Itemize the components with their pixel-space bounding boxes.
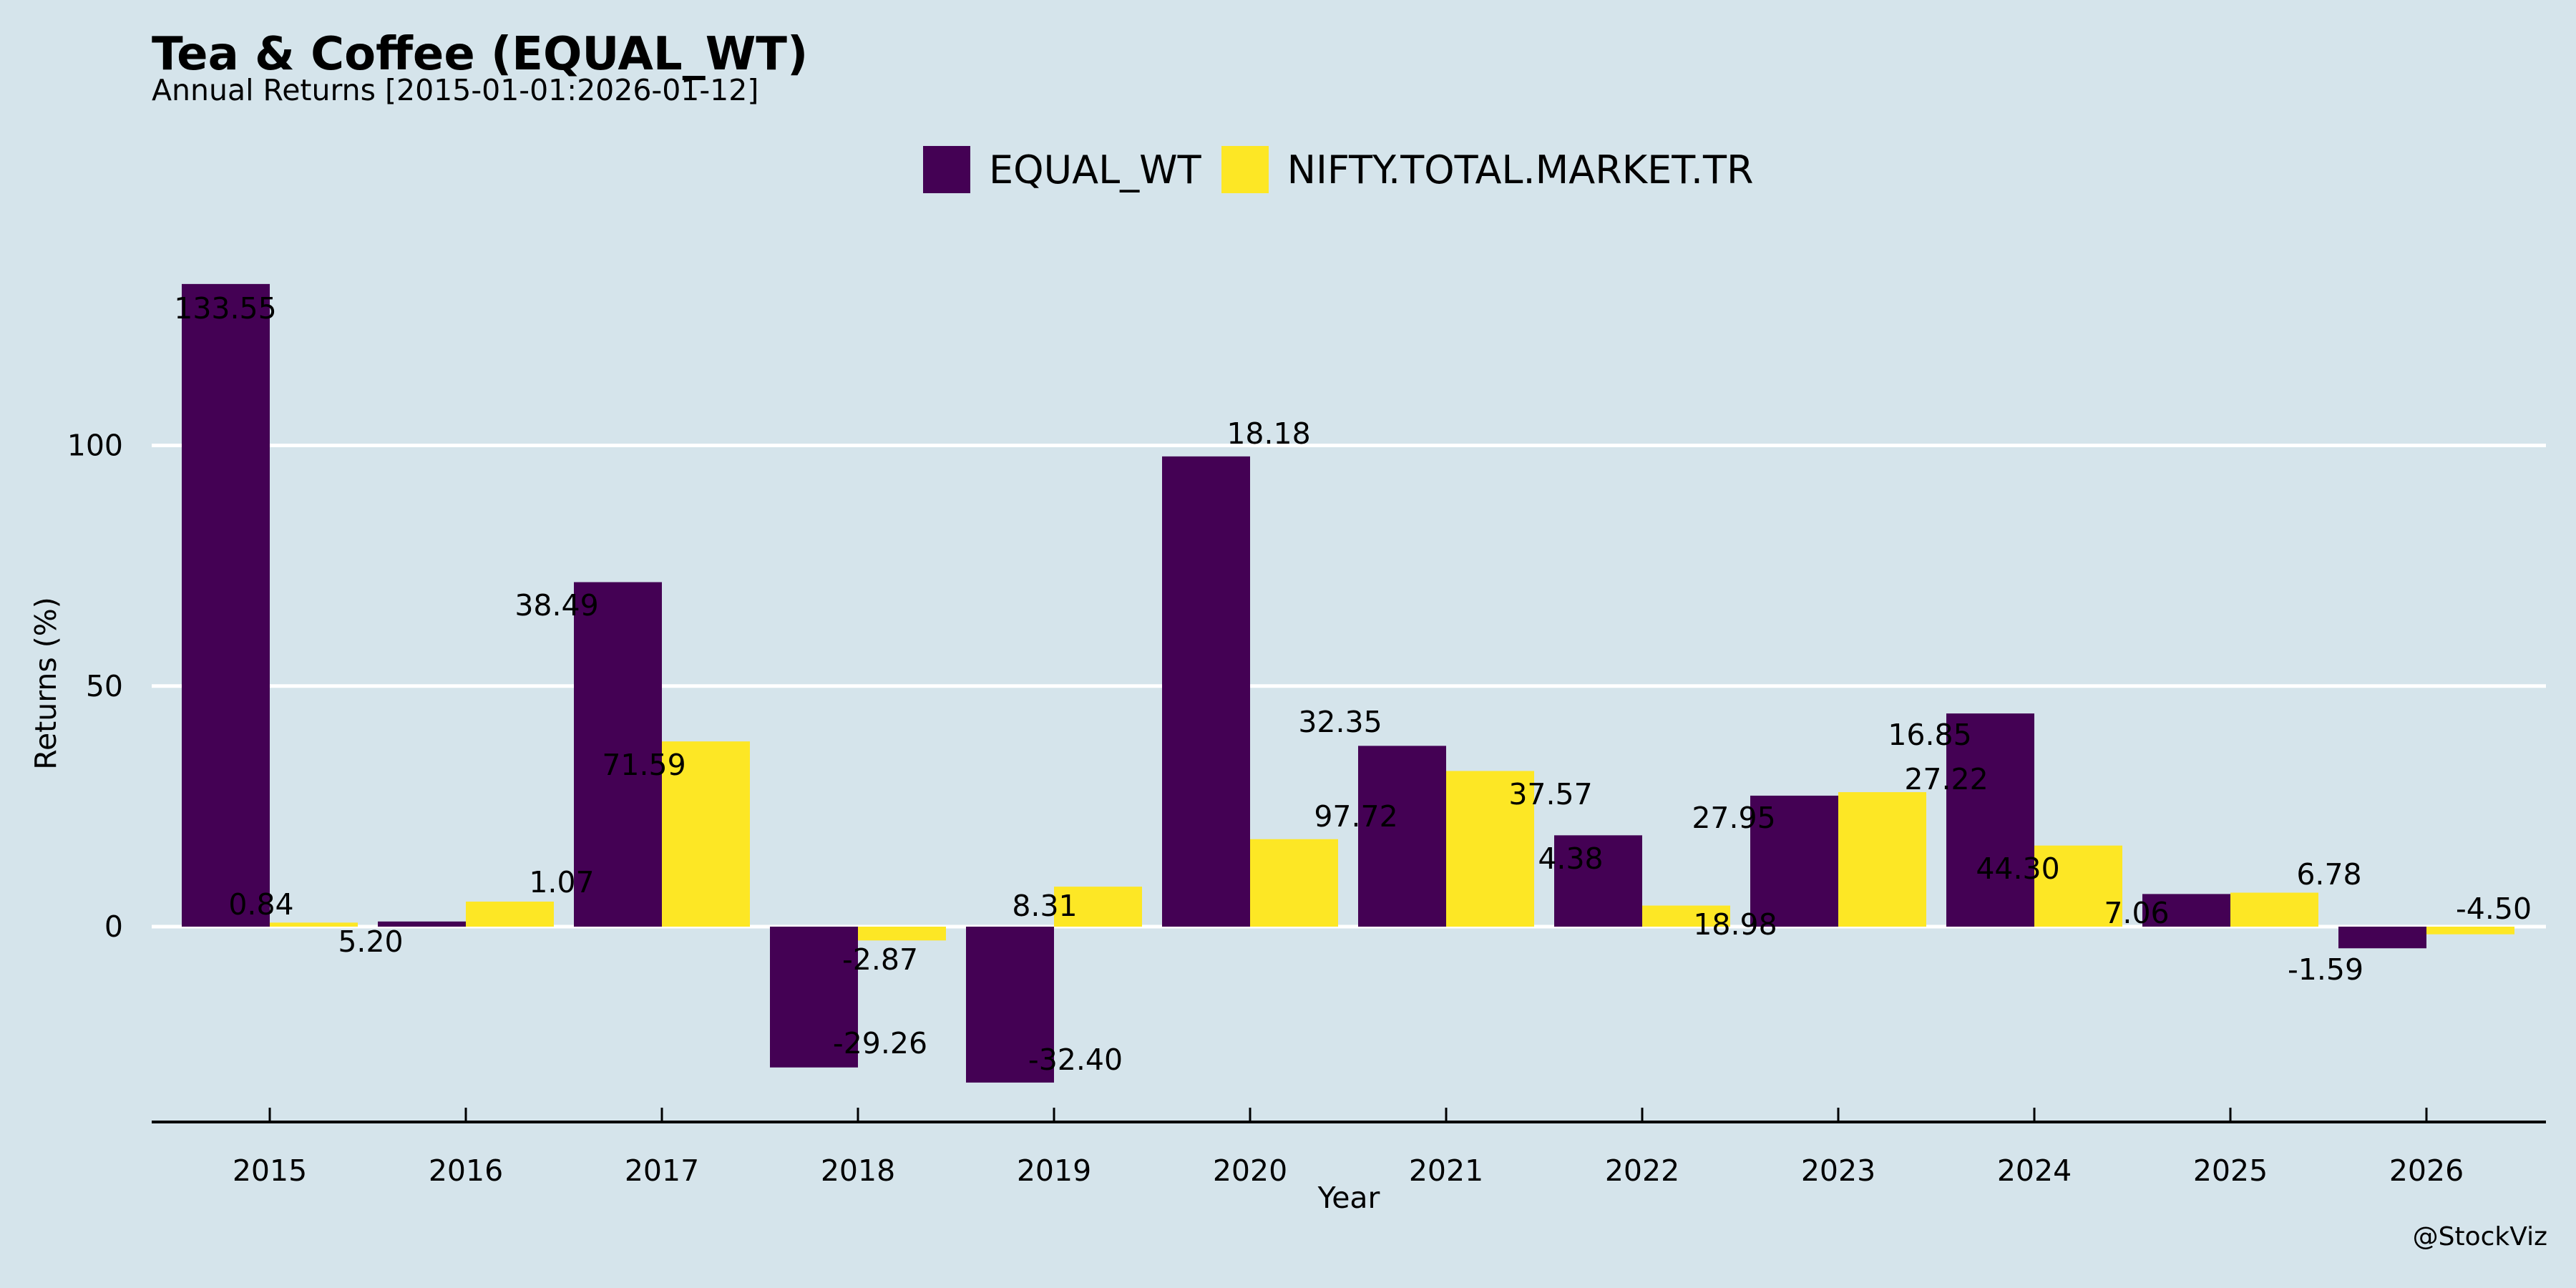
- legend: EQUAL_WT NIFTY.TOTAL.MARKET.TR: [923, 146, 1774, 193]
- legend-label-nifty: NIFTY.TOTAL.MARKET.TR: [1287, 147, 1754, 192]
- data-label-nifty-2015: 0.84: [228, 887, 293, 922]
- x-axis: 2015 2016 2017 2018 2019 2020 2021 2022 2023 2024…: [152, 1108, 2546, 1188]
- bar-equal-wt-2025: [2142, 894, 2230, 927]
- legend-swatch-nifty: [1221, 146, 1269, 193]
- bar-equal-wt-2021: [1358, 746, 1446, 927]
- bar-equal-wt-2022: [1554, 835, 1642, 927]
- y-axis-title: Returns (%): [29, 597, 63, 769]
- x-axis-title: Year: [1317, 1181, 1380, 1215]
- legend-item-equal-wt: EQUAL_WT: [923, 146, 1201, 193]
- bar-equal-wt-2017: [574, 582, 662, 927]
- legend-label-equal-wt: EQUAL_WT: [989, 147, 1201, 192]
- chart-title: Tea & Coffee (EQUAL_WT): [152, 28, 809, 81]
- x-tick-label: 2023: [1801, 1153, 1875, 1188]
- data-label-equal-wt-2022: 18.98: [1693, 907, 1777, 942]
- data-label-nifty-2019: 8.31: [1012, 889, 1077, 923]
- chart-subtitle: Annual Returns [2015-01-01:2026-01-12]: [152, 73, 759, 107]
- data-label-equal-wt-2024: 44.30: [1976, 852, 2059, 886]
- y-tick-label: 0: [104, 909, 123, 944]
- bar-equal-wt-2018: [770, 927, 858, 1068]
- x-tick-label: 2017: [625, 1153, 699, 1188]
- bar-equal-wt-2026: [2338, 927, 2426, 949]
- bars: [182, 283, 2514, 1083]
- bar-nifty-2026: [2426, 927, 2514, 935]
- data-labels: 133.55 0.84 1.07 5.20 71.59 38.49 -29.26 -2.87 -…: [174, 291, 2532, 1077]
- bar-nifty-2023: [1838, 792, 1926, 927]
- bar-nifty-2016: [466, 902, 554, 927]
- x-tick-label: 2016: [429, 1153, 503, 1188]
- legend-item-nifty: NIFTY.TOTAL.MARKET.TR: [1221, 146, 1754, 193]
- data-label-equal-wt-2017: 71.59: [602, 748, 686, 782]
- bar-equal-wt-2024: [1946, 713, 2034, 927]
- x-tick-label: 2025: [2193, 1153, 2268, 1188]
- data-label-equal-wt-2019: -32.40: [1028, 1043, 1123, 1077]
- data-label-equal-wt-2023: 27.22: [1904, 762, 1988, 796]
- bar-equal-wt-2023: [1750, 795, 1838, 927]
- bar-nifty-2019: [1054, 887, 1142, 927]
- legend-swatch-equal-wt: [923, 146, 970, 193]
- x-tick-label: 2019: [1017, 1153, 1091, 1188]
- x-tick-label: 2018: [821, 1153, 895, 1188]
- x-tick-label: 2026: [2389, 1153, 2464, 1188]
- x-tick-label: 2024: [1997, 1153, 2072, 1188]
- x-tick-label: 2020: [1213, 1153, 1287, 1188]
- x-tick-label: 2021: [1409, 1153, 1483, 1188]
- bar-equal-wt-2019: [966, 927, 1054, 1083]
- data-label-nifty-2017: 38.49: [514, 588, 598, 623]
- bar-nifty-2024: [2034, 845, 2122, 927]
- bar-nifty-2022: [1642, 905, 1730, 927]
- bar-nifty-2018: [858, 927, 946, 941]
- bar-equal-wt-2016: [378, 921, 466, 927]
- watermark: @StockViz: [2412, 1222, 2547, 1252]
- y-tick-label: 100: [67, 429, 123, 463]
- data-label-nifty-2021: 32.35: [1298, 705, 1382, 739]
- bar-nifty-2025: [2230, 892, 2318, 927]
- data-label-equal-wt-2021: 37.57: [1508, 777, 1592, 811]
- y-axis: 0 50 100: [67, 429, 123, 945]
- y-tick-label: 50: [86, 669, 123, 703]
- gridlines: [152, 444, 2546, 929]
- bar-equal-wt-2015: [182, 283, 270, 927]
- data-label-nifty-2023: 27.95: [1692, 801, 1775, 835]
- data-label-equal-wt-2025: 6.78: [2296, 857, 2361, 892]
- bar-nifty-2020: [1250, 839, 1338, 927]
- data-label-equal-wt-2016: 1.07: [529, 865, 594, 899]
- data-label-equal-wt-2018: -29.26: [833, 1026, 927, 1060]
- bar-nifty-2017: [662, 741, 750, 927]
- x-tick-label: 2015: [233, 1153, 307, 1188]
- bar-nifty-2021: [1446, 771, 1534, 927]
- data-label-nifty-2018: -2.87: [842, 942, 918, 977]
- bar-equal-wt-2020: [1162, 456, 1250, 927]
- data-label-equal-wt-2026: -4.50: [2456, 892, 2532, 926]
- x-tick-label: 2022: [1605, 1153, 1679, 1188]
- data-label-nifty-2020: 18.18: [1226, 416, 1310, 451]
- data-label-nifty-2024: 16.85: [1888, 718, 1971, 752]
- data-label-equal-wt-2015: 133.55: [174, 291, 276, 326]
- data-label-equal-wt-2020: 97.72: [1314, 799, 1397, 834]
- data-label-nifty-2016: 5.20: [338, 924, 403, 959]
- data-label-nifty-2022: 4.38: [1538, 841, 1603, 876]
- bar-nifty-2015: [270, 922, 358, 927]
- data-label-nifty-2025: 7.06: [2104, 896, 2169, 930]
- data-label-nifty-2026: -1.59: [2288, 952, 2363, 987]
